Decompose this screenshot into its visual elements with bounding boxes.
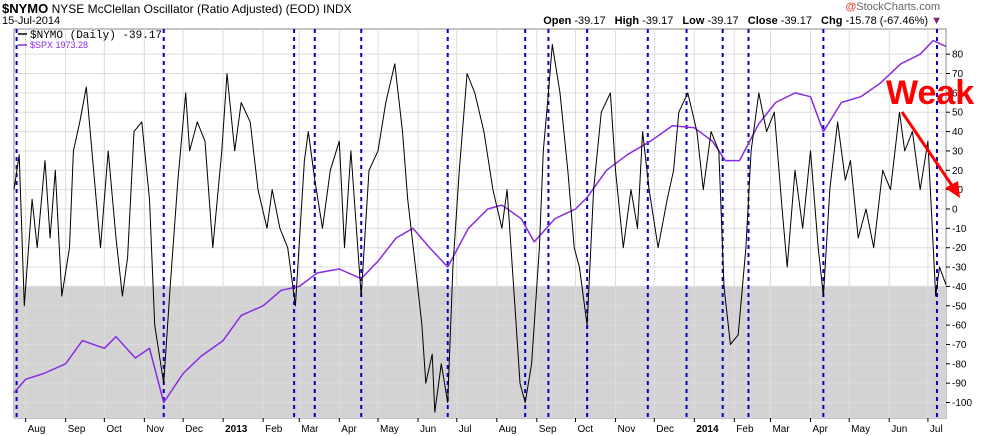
symbol: $NYMO (2, 1, 49, 16)
series-line-spx (13, 39, 947, 404)
x-tick-label: May (851, 424, 870, 435)
close-value: -39.17 (780, 15, 812, 27)
low-value: -39.17 (707, 15, 739, 27)
x-tick-label: Dec (185, 424, 203, 435)
x-tick-label: Sep (539, 424, 557, 435)
y-tick-label: -10 (952, 224, 967, 235)
x-tick-label: Apr (341, 424, 357, 435)
x-tick-label: May (380, 424, 399, 435)
description: NYSE McClellan Oscillator (Ratio Adjuste… (51, 2, 320, 16)
chart-date: 15-Jul-2014 (2, 15, 61, 27)
y-tick-label: -40 (952, 282, 967, 293)
legend: $NYMO (Daily) -39.17 $SPX 1973.28 (18, 30, 162, 50)
legend-nymo: $NYMO (Daily) -39.17 (30, 30, 162, 42)
weak-label: Weak (886, 74, 974, 112)
shade-band (14, 286, 946, 418)
oversold-shade (14, 286, 946, 418)
x-tick-label: Jul (459, 424, 472, 435)
x-tick-label: Sep (68, 424, 86, 435)
y-tick-label: -100 (952, 398, 972, 409)
high-value: -39.17 (642, 15, 674, 27)
y-axis: -100-90-80-70-60-50-40-30-20-10010203040… (946, 50, 972, 409)
down-arrow-icon: ▼ (931, 15, 942, 27)
y-tick-label: 0 (952, 204, 958, 215)
series-lines (13, 39, 947, 413)
x-tick-label: 2014 (696, 424, 719, 435)
cycle-markers (15, 29, 938, 418)
x-tick-label: Oct (578, 424, 594, 435)
y-tick-label: -50 (952, 301, 967, 312)
x-tick-label: Feb (736, 424, 754, 435)
x-tick-label: Mar (772, 424, 790, 435)
x-tick-label: Oct (106, 424, 122, 435)
x-tick-label: Aug (499, 424, 517, 435)
chg-value: -15.78 (-67.46%) (845, 15, 929, 27)
legend-spx: $SPX 1973.28 (30, 40, 88, 50)
exchange: INDX (323, 2, 352, 16)
y-tick-label: -20 (952, 243, 967, 254)
y-tick-label: 30 (952, 146, 964, 157)
y-tick-label: 60 (952, 88, 964, 99)
x-tick-label: Aug (28, 424, 46, 435)
watermark-text: StockCharts.com (856, 1, 940, 13)
x-tick-label: Apr (812, 424, 828, 435)
y-tick-label: 50 (952, 108, 964, 119)
x-tick-label: Jul (930, 424, 943, 435)
ohlc-readout: Open -39.17 High -39.17 Low -39.17 Close… (537, 15, 942, 27)
low-label: Low (682, 15, 705, 27)
open-value: -39.17 (574, 15, 606, 27)
open-label: Open (543, 15, 572, 27)
x-tick-label: Nov (146, 424, 164, 435)
series-line-nymo (13, 44, 947, 413)
x-tick-label: 2013 (225, 424, 248, 435)
x-tick-label: Mar (301, 424, 319, 435)
watermark-prefix: @ (845, 1, 857, 13)
y-tick-label: -90 (952, 379, 967, 390)
y-tick-label: -80 (952, 359, 967, 370)
x-tick-label: Dec (656, 424, 674, 435)
x-tick-label: Jun (891, 424, 907, 435)
chart-title: $NYMO NYSE McClellan Oscillator (Ratio A… (2, 1, 352, 16)
y-tick-label: -70 (952, 340, 967, 351)
y-tick-label: -60 (952, 321, 967, 332)
high-label: High (614, 15, 640, 27)
weak-arrow-shaft (900, 111, 955, 188)
weak-arrow-head-icon (945, 181, 960, 198)
y-tick-label: 20 (952, 166, 964, 177)
x-tick-label: Nov (618, 424, 636, 435)
close-label: Close (747, 15, 778, 27)
y-tick-label: 40 (952, 127, 964, 138)
y-tick-label: -30 (952, 263, 967, 274)
gridlines (14, 29, 946, 418)
x-tick-label: Jun (420, 424, 436, 435)
weak-annotation: Weak (886, 74, 974, 198)
x-tick-label: Feb (265, 424, 283, 435)
chg-label: Chg (821, 15, 843, 27)
watermark: @StockCharts.com (846, 1, 940, 13)
y-tick-label: 80 (952, 50, 964, 61)
y-tick-label: 70 (952, 69, 964, 80)
x-axis: Aug Sep Oct Nov Dec 2013 Feb Mar Apr May Jun Jul Aug… (25, 418, 943, 435)
